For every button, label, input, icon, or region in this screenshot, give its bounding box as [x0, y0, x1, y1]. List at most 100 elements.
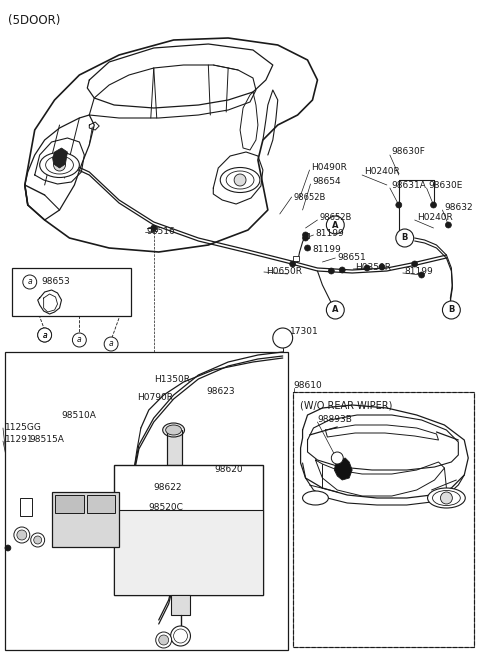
Circle shape	[326, 216, 344, 234]
Text: 98651: 98651	[337, 253, 366, 262]
Circle shape	[38, 328, 51, 342]
Circle shape	[445, 222, 451, 228]
Circle shape	[331, 452, 343, 464]
Circle shape	[5, 545, 11, 551]
Bar	[293, 255, 299, 260]
Ellipse shape	[40, 152, 79, 178]
Circle shape	[419, 272, 425, 278]
Text: (5DOOR): (5DOOR)	[8, 14, 60, 27]
Circle shape	[304, 245, 311, 251]
Bar	[114, 465, 263, 595]
Text: H0650R: H0650R	[266, 268, 302, 276]
Text: B: B	[448, 306, 455, 314]
Circle shape	[151, 225, 157, 231]
Text: a: a	[77, 335, 82, 344]
Text: H0350R: H0350R	[355, 264, 391, 272]
Ellipse shape	[220, 167, 260, 192]
Circle shape	[234, 174, 246, 186]
Ellipse shape	[166, 425, 181, 435]
Text: 98622: 98622	[154, 483, 182, 493]
Ellipse shape	[163, 423, 184, 437]
Circle shape	[396, 229, 414, 247]
Polygon shape	[53, 148, 68, 168]
Text: 98652B: 98652B	[319, 213, 352, 222]
Bar	[170, 595, 191, 615]
Bar	[302, 232, 309, 237]
Circle shape	[379, 264, 385, 270]
Circle shape	[156, 632, 172, 648]
Bar	[114, 510, 263, 595]
Text: 1125GG: 1125GG	[5, 424, 42, 432]
Circle shape	[328, 268, 334, 274]
Bar	[293, 392, 474, 647]
Circle shape	[339, 267, 345, 273]
Text: 81199: 81199	[315, 230, 344, 239]
Circle shape	[14, 527, 30, 543]
Bar	[12, 268, 131, 316]
Text: H0240R: H0240R	[364, 167, 400, 176]
Ellipse shape	[428, 488, 465, 508]
Text: 98610: 98610	[294, 380, 323, 390]
Circle shape	[412, 261, 418, 267]
Circle shape	[170, 626, 191, 646]
Text: A: A	[332, 220, 338, 230]
Circle shape	[104, 337, 118, 351]
Ellipse shape	[226, 171, 254, 189]
Circle shape	[174, 629, 188, 643]
Text: a: a	[27, 277, 32, 287]
Circle shape	[326, 301, 344, 319]
Text: a: a	[42, 331, 47, 340]
Text: 98630F: 98630F	[392, 148, 426, 157]
Circle shape	[54, 159, 65, 171]
Circle shape	[302, 235, 309, 241]
Circle shape	[289, 261, 296, 267]
Text: 11291: 11291	[5, 436, 34, 445]
Text: 98632: 98632	[444, 203, 473, 211]
Text: 98654: 98654	[312, 178, 341, 186]
Circle shape	[31, 533, 45, 547]
Circle shape	[34, 536, 42, 544]
Text: H0490R: H0490R	[312, 163, 348, 173]
Circle shape	[72, 333, 86, 347]
Text: a: a	[42, 331, 47, 340]
Circle shape	[273, 328, 293, 348]
Text: 98630E: 98630E	[429, 182, 463, 190]
Text: 98516: 98516	[147, 228, 176, 237]
Circle shape	[443, 301, 460, 319]
Circle shape	[441, 492, 452, 504]
Polygon shape	[334, 458, 352, 480]
Ellipse shape	[432, 491, 460, 506]
Text: 98631A: 98631A	[392, 182, 427, 190]
Text: 81199: 81199	[405, 268, 433, 276]
Text: H0240R: H0240R	[417, 213, 453, 222]
Text: A: A	[332, 306, 338, 314]
Bar	[293, 392, 474, 647]
Text: (W/O REAR WIPER): (W/O REAR WIPER)	[300, 400, 392, 410]
Circle shape	[38, 328, 51, 342]
Text: 98623: 98623	[206, 388, 235, 396]
Bar	[55, 495, 84, 513]
Bar	[151, 226, 157, 230]
Text: H0790R: H0790R	[137, 394, 173, 403]
Circle shape	[159, 635, 168, 645]
Text: 98653: 98653	[42, 277, 71, 287]
Text: 98520C: 98520C	[149, 504, 184, 512]
Circle shape	[302, 232, 309, 238]
Bar	[87, 495, 115, 513]
Ellipse shape	[46, 156, 73, 174]
Circle shape	[364, 265, 370, 271]
Circle shape	[23, 275, 36, 289]
Bar	[167, 430, 181, 465]
Text: 98515A: 98515A	[30, 436, 65, 445]
Circle shape	[396, 202, 402, 208]
Bar	[51, 492, 119, 547]
Circle shape	[431, 202, 436, 208]
Text: 17301: 17301	[289, 327, 318, 337]
Bar	[20, 498, 32, 516]
Circle shape	[444, 305, 449, 311]
Text: 81199: 81199	[312, 245, 341, 253]
Circle shape	[17, 530, 27, 540]
Bar	[5, 352, 288, 650]
Text: 98510A: 98510A	[61, 411, 96, 419]
Text: 98893B: 98893B	[317, 415, 352, 424]
